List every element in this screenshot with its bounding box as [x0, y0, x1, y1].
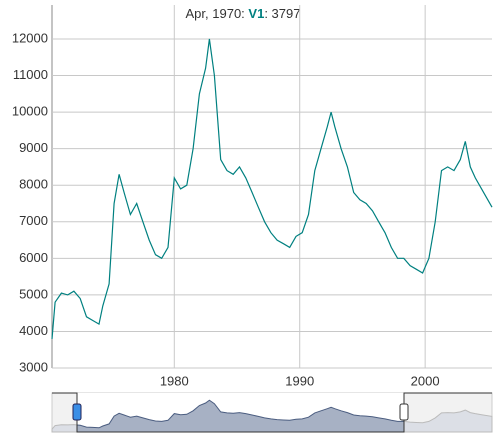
x-tick-label: 2000 — [411, 373, 440, 388]
legend-value: 3797 — [272, 6, 301, 21]
y-tick-label: 9000 — [19, 140, 48, 155]
range-handle[interactable] — [72, 403, 82, 421]
y-tick-label: 4000 — [19, 323, 48, 338]
y-tick-label: 7000 — [19, 213, 48, 228]
range-selection — [77, 393, 404, 433]
x-tick-label: 1980 — [160, 373, 189, 388]
y-tick-label: 10000 — [12, 104, 48, 119]
y-tick-label: 12000 — [12, 30, 48, 45]
range-sel-area — [77, 399, 404, 433]
range-handle[interactable] — [399, 403, 409, 421]
legend-series: V1 — [248, 6, 264, 21]
y-tick-label: 11000 — [13, 67, 48, 82]
legend-date: Apr, 1970 — [186, 6, 242, 21]
y-tick-label: 3000 — [19, 359, 48, 374]
series-line — [51, 38, 493, 339]
y-tick-label: 8000 — [19, 177, 48, 192]
legend: Apr, 1970: V1: 3797 — [186, 6, 301, 21]
x-tick-label: 1990 — [285, 373, 314, 388]
range-frame — [52, 392, 492, 433]
y-tick-label: 5000 — [19, 286, 48, 301]
y-tick-label: 6000 — [19, 250, 48, 265]
